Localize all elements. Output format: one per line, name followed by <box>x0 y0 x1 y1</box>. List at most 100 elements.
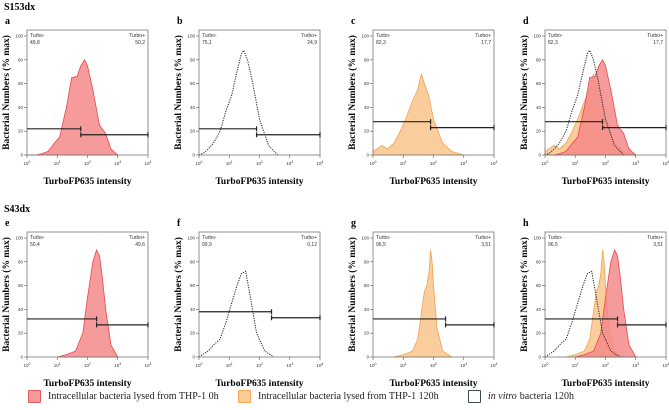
y-tick-label: 20 <box>536 129 542 134</box>
y-tick-label: 80 <box>190 259 196 264</box>
row-title: S43dx <box>4 204 30 215</box>
x-tick-base: 10 <box>602 363 608 368</box>
x-tick-base: 10 <box>84 363 90 368</box>
y-tick-label: 80 <box>536 57 542 62</box>
y-tick-label: 20 <box>18 331 24 336</box>
y-tick-label: 0 <box>192 153 195 158</box>
row-title: S153dx <box>4 2 35 13</box>
x-tick-base: 10 <box>460 161 466 166</box>
x-tick-label: 103 <box>460 362 467 368</box>
y-tick-label: 60 <box>190 81 196 86</box>
x-tick-base: 10 <box>54 161 60 166</box>
histogram-vitro_120h <box>198 49 279 156</box>
panel-letter: g <box>351 218 356 229</box>
x-tick-label: 104 <box>663 362 669 368</box>
x-tick-base: 10 <box>491 363 497 368</box>
gate-pos-label: Turbo+ <box>301 235 317 241</box>
x-tick-base: 10 <box>145 161 151 166</box>
y-axis-label: Bacterial Numbers (% max) <box>519 237 530 352</box>
x-tick-base: 10 <box>256 363 262 368</box>
panel-letter: d <box>523 16 529 27</box>
x-tick-base: 10 <box>317 363 323 368</box>
x-tick-base: 10 <box>226 363 232 368</box>
gate-neg-label: Turbo- <box>376 235 391 241</box>
y-tick-label: 60 <box>536 81 542 86</box>
x-tick-label: 104 <box>663 160 669 166</box>
x-tick-label: 100 <box>196 160 203 166</box>
x-tick-base: 10 <box>370 161 376 166</box>
y-tick-label: 20 <box>364 129 370 134</box>
y-axis-label: Bacterial Numbers (% max) <box>173 35 184 150</box>
x-tick-base: 10 <box>286 363 292 368</box>
y-tick-label: 40 <box>190 307 196 312</box>
gate-pos-label: Turbo+ <box>129 33 145 39</box>
x-tick-exp: 1 <box>59 160 61 164</box>
y-tick-label: 100 <box>15 236 23 241</box>
gate-neg-value: 49,8 <box>30 40 40 46</box>
x-tick-label: 103 <box>286 362 293 368</box>
y-tick-label: 100 <box>361 236 369 241</box>
y-tick-label: 80 <box>364 57 370 62</box>
x-tick-label: 103 <box>460 160 467 166</box>
x-tick-exp: 3 <box>119 160 121 164</box>
gate-neg-value: 82,3 <box>548 40 558 46</box>
x-tick-label: 100 <box>196 362 203 368</box>
y-tick-label: 0 <box>366 355 369 360</box>
y-tick-label: 40 <box>190 105 196 110</box>
y-tick-label: 60 <box>190 283 196 288</box>
x-tick-base: 10 <box>400 161 406 166</box>
gate-pos-label: Turbo+ <box>129 235 145 241</box>
gate-pos-value: 50,2 <box>135 40 145 46</box>
x-tick-base: 10 <box>114 161 120 166</box>
x-tick-base: 10 <box>430 363 436 368</box>
x-tick-base: 10 <box>114 363 120 368</box>
histogram-red_0h <box>545 58 637 156</box>
y-tick-label: 40 <box>364 307 370 312</box>
y-tick-label: 40 <box>18 105 24 110</box>
panel-g: g Bacterial Numbers (% max) TurboFP635 int… <box>347 218 498 389</box>
gate-neg-label: Turbo- <box>202 33 217 39</box>
histogram-vitro_120h_s43 <box>544 270 621 358</box>
x-tick-exp: 3 <box>291 160 293 164</box>
y-tick-label: 20 <box>364 331 370 336</box>
x-tick-exp: 0 <box>547 160 549 164</box>
x-tick-base: 10 <box>24 363 30 368</box>
x-tick-exp: 3 <box>119 362 121 366</box>
x-tick-exp: 1 <box>231 362 233 366</box>
x-axis-label: TurboFP635 intensity <box>561 379 649 389</box>
plot-frame <box>198 231 321 358</box>
x-tick-exp: 1 <box>59 362 61 366</box>
x-tick-base: 10 <box>460 363 466 368</box>
x-tick-exp: 4 <box>496 160 498 164</box>
y-tick-label: 60 <box>364 81 370 86</box>
gate-neg-label: Turbo- <box>376 33 391 39</box>
x-tick-exp: 0 <box>201 362 203 366</box>
y-tick-label: 80 <box>18 57 24 62</box>
y-tick-label: 40 <box>18 307 24 312</box>
x-tick-label: 101 <box>572 160 579 166</box>
x-tick-base: 10 <box>663 161 669 166</box>
x-tick-label: 104 <box>491 160 498 166</box>
gate-pos-label: Turbo+ <box>475 33 491 39</box>
x-tick-label: 102 <box>84 160 91 166</box>
panel-d: d Bacterial Numbers (% max) TurboFP635 int… <box>519 16 669 187</box>
x-tick-base: 10 <box>663 363 669 368</box>
x-tick-exp: 4 <box>668 160 669 164</box>
x-tick-label: 100 <box>370 362 377 368</box>
legend-swatch-orange <box>238 389 251 403</box>
y-tick-label: 60 <box>364 283 370 288</box>
x-tick-exp: 4 <box>496 362 498 366</box>
x-tick-label: 104 <box>145 160 152 166</box>
y-tick-label: 0 <box>20 153 23 158</box>
y-tick-label: 40 <box>364 105 370 110</box>
y-tick-label: 80 <box>364 259 370 264</box>
x-axis-label: TurboFP635 intensity <box>389 379 477 389</box>
x-tick-label: 102 <box>430 362 437 368</box>
gate-pos-value: 49,6 <box>135 242 145 248</box>
y-tick-label: 100 <box>361 34 369 39</box>
x-tick-exp: 2 <box>435 362 437 366</box>
x-axis-label: TurboFP635 intensity <box>43 177 131 187</box>
legend-label: Intracellular bacteria lysed from THP-1 … <box>258 390 439 402</box>
x-tick-label: 102 <box>602 362 609 368</box>
